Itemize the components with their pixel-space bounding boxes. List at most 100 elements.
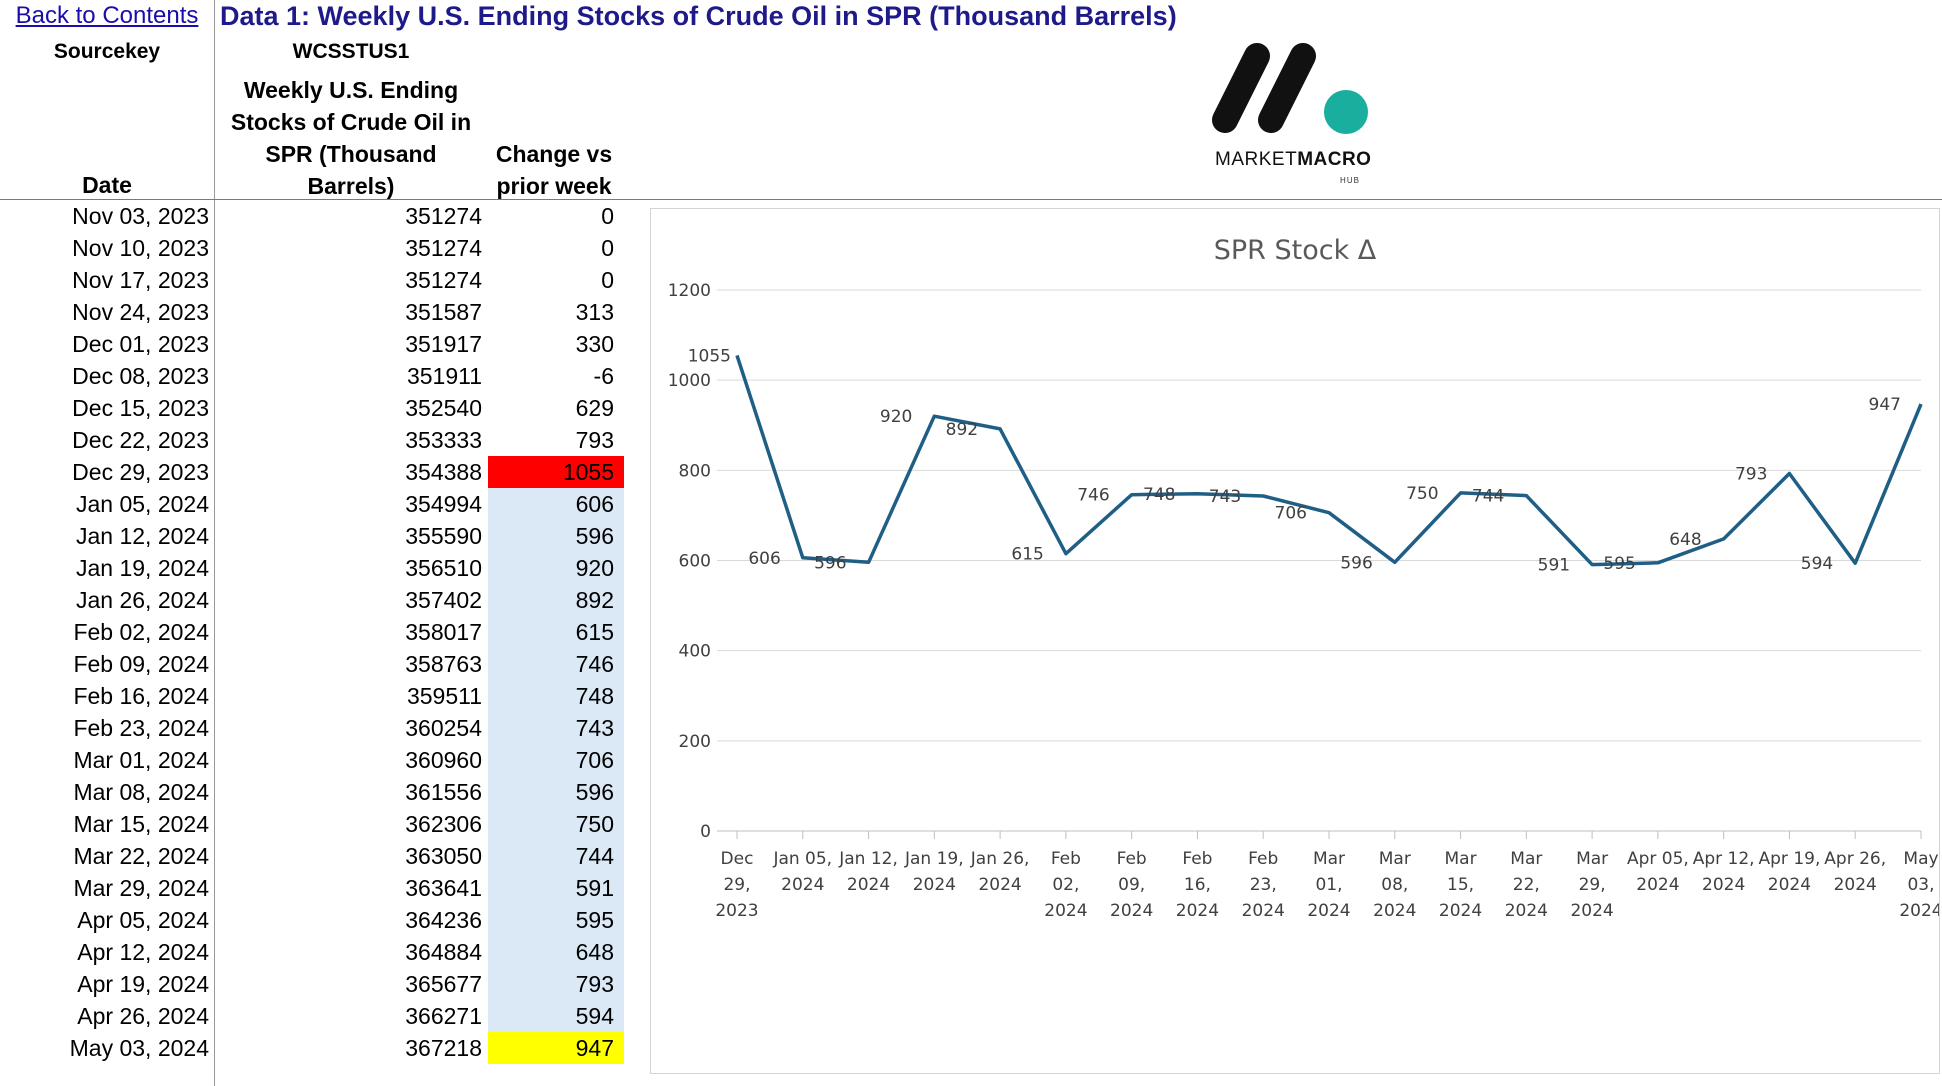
y-tick-label: 400 xyxy=(679,642,711,662)
x-tick-label: Feb 16, 2024 xyxy=(1176,849,1219,921)
change-cell: 920 xyxy=(488,552,624,584)
table-row: Mar 29, 2024 363641 591 xyxy=(0,872,625,904)
stocks-header-line: Stocks of Crude Oil in xyxy=(230,109,472,135)
table-row: Jan 19, 2024 356510 920 xyxy=(0,552,625,584)
data-label: 1055 xyxy=(688,346,731,366)
x-tick-label: Mar 29, 2024 xyxy=(1570,849,1613,921)
stock-cell: 363050 xyxy=(405,843,482,869)
stock-cell: 361556 xyxy=(405,779,482,805)
table-row: Dec 08, 2023 351911 -6 xyxy=(0,360,625,392)
stock-cell: 353333 xyxy=(405,427,482,453)
stock-cell: 351274 xyxy=(405,235,482,261)
date-cell: Dec 08, 2023 xyxy=(72,363,209,389)
change-cell: 746 xyxy=(488,648,624,680)
table-row: Dec 15, 2023 352540 629 xyxy=(0,392,625,424)
chart-title: SPR Stock Δ xyxy=(1214,235,1377,266)
y-tick-label: 1200 xyxy=(668,281,711,301)
x-tick-label: May 03, 2024 xyxy=(1899,849,1939,921)
table-row: Mar 01, 2024 360960 706 xyxy=(0,744,625,776)
data-label: 606 xyxy=(748,549,780,569)
date-cell: Dec 01, 2023 xyxy=(72,331,209,357)
stock-cell: 357402 xyxy=(405,587,482,613)
table-row: Feb 09, 2024 358763 746 xyxy=(0,648,625,680)
date-column-header: Date xyxy=(82,172,132,198)
stock-cell: 351911 xyxy=(406,363,482,389)
stock-cell: 366271 xyxy=(405,1003,482,1029)
date-cell: Feb 09, 2024 xyxy=(73,651,209,677)
date-cell: Mar 29, 2024 xyxy=(73,875,209,901)
table-row: Jan 12, 2024 355590 596 xyxy=(0,520,625,552)
date-cell: Mar 15, 2024 xyxy=(73,811,209,837)
change-cell: 743 xyxy=(488,712,624,744)
date-cell: Apr 05, 2024 xyxy=(77,907,209,933)
change-cell: 892 xyxy=(488,584,624,616)
sourcekey-label: Sourcekey xyxy=(53,40,161,63)
x-tick-label: Jan 12, 2024 xyxy=(838,849,898,895)
x-tick-label: Mar 08, 2024 xyxy=(1373,849,1416,921)
stock-cell: 351587 xyxy=(405,299,482,325)
y-tick-label: 200 xyxy=(679,732,711,752)
date-cell: Nov 24, 2023 xyxy=(72,299,209,325)
change-cell: 0 xyxy=(601,235,614,261)
table-row: Apr 12, 2024 364884 648 xyxy=(0,936,625,968)
change-header-line: Change vs xyxy=(495,141,613,167)
date-cell: Jan 19, 2024 xyxy=(75,555,209,581)
x-tick-label: Jan 26, 2024 xyxy=(970,849,1030,895)
date-cell: Mar 01, 2024 xyxy=(73,747,209,773)
stock-cell: 363641 xyxy=(405,875,482,901)
column-divider xyxy=(214,0,215,1086)
date-cell: Dec 22, 2023 xyxy=(72,427,209,453)
stock-cell: 360254 xyxy=(405,715,482,741)
table-row: Mar 15, 2024 362306 750 xyxy=(0,808,625,840)
change-cell: 591 xyxy=(488,872,624,904)
date-cell: Dec 29, 2023 xyxy=(72,459,209,485)
change-cell: 793 xyxy=(575,427,614,453)
change-cell: 947 xyxy=(488,1032,624,1064)
table-row: Mar 22, 2024 363050 744 xyxy=(0,840,625,872)
stock-cell: 358763 xyxy=(405,651,482,677)
date-cell: Dec 15, 2023 xyxy=(72,395,209,421)
y-tick-label: 800 xyxy=(679,461,711,481)
data-label: 750 xyxy=(1406,484,1438,504)
x-tick-label: Feb 09, 2024 xyxy=(1110,849,1153,921)
spr-line-chart: SPR Stock Δ 0 200 400 600 800 1000 1200 Dec 29, 20… xyxy=(668,235,1942,921)
marketmacro-logo: MARKETMACRO HUB xyxy=(1205,40,1405,190)
stock-cell: 362306 xyxy=(405,811,482,837)
change-cell: 793 xyxy=(488,968,624,1000)
x-tick-label: Mar 15, 2024 xyxy=(1439,849,1482,921)
change-cell: 629 xyxy=(575,395,614,421)
change-cell: 594 xyxy=(488,1000,624,1032)
stock-cell: 355590 xyxy=(405,523,482,549)
change-cell: 313 xyxy=(575,299,614,325)
table-row: Jan 26, 2024 357402 892 xyxy=(0,584,625,616)
back-to-contents-link[interactable]: Back to Contents xyxy=(15,2,199,29)
x-tick-label: Feb 23, 2024 xyxy=(1242,849,1285,921)
table-row: Apr 26, 2024 366271 594 xyxy=(0,1000,625,1032)
date-cell: Apr 19, 2024 xyxy=(77,971,209,997)
table-row: Nov 03, 2023 351274 0 xyxy=(0,200,625,232)
x-tick-label: Dec 29, 2023 xyxy=(715,849,758,921)
change-cell: 596 xyxy=(488,776,624,808)
data-label: 748 xyxy=(1143,485,1175,505)
change-column-header: Change vs prior week xyxy=(486,138,622,202)
change-cell: 595 xyxy=(488,904,624,936)
stock-cell: 358017 xyxy=(405,619,482,645)
date-cell: Jan 05, 2024 xyxy=(75,491,209,517)
y-tick-label: 0 xyxy=(700,822,711,842)
data-label: 596 xyxy=(814,553,846,573)
change-cell: 0 xyxy=(601,267,614,293)
data-table: Nov 03, 2023 351274 0 Nov 10, 2023 351274 0 No… xyxy=(0,200,625,1064)
data-label: 648 xyxy=(1669,530,1701,550)
stock-cell: 354994 xyxy=(405,491,482,517)
x-tick-label: Feb 02, 2024 xyxy=(1044,849,1087,921)
logo-bar-2 xyxy=(1258,43,1316,133)
date-cell: Jan 26, 2024 xyxy=(75,587,209,613)
logo-wordmark: MARKETMACRO xyxy=(1215,149,1371,170)
date-cell: Nov 17, 2023 xyxy=(72,267,209,293)
x-tick-label: Mar 22, 2024 xyxy=(1505,849,1548,921)
logo-graphic: MARKETMACRO HUB xyxy=(1212,43,1371,185)
stocks-header-line: Weekly U.S. Ending xyxy=(243,77,459,103)
change-cell: 0 xyxy=(601,203,614,229)
stock-cell: 351274 xyxy=(405,203,482,229)
logo-bar-1 xyxy=(1212,43,1270,133)
